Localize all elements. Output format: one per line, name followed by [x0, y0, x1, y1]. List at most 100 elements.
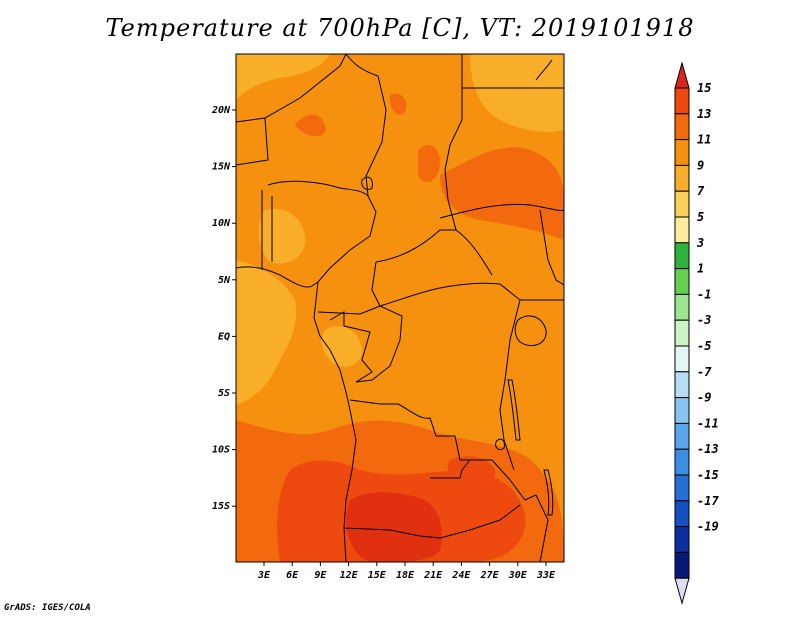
- colorbar-label: -7: [697, 365, 712, 379]
- lon-tick-label: 27E: [480, 570, 500, 581]
- colorbar-label: -5: [697, 339, 711, 353]
- colorbar: 15 13 11 9 7 5 3 1 -1 -3 -5 -7 -9 -11 -13 -15 -17 -19: [674, 61, 719, 606]
- lat-tick-label: 10S: [212, 445, 230, 456]
- field-cool-zone-atlantic: [236, 260, 296, 405]
- field-warm-patch-libya: [389, 93, 407, 115]
- lon-tick-label: 6E: [286, 570, 299, 581]
- colorbar-label: -3: [697, 313, 711, 327]
- colorbar-swatch: [674, 371, 690, 399]
- colorbar-swatch: [674, 293, 690, 321]
- colorbar-label: 15: [697, 81, 711, 95]
- border-car-drc: [379, 282, 521, 307]
- red-sea-coast: [535, 59, 553, 81]
- colorbar-top-arrow: [674, 61, 690, 89]
- colorbar-label: 5: [697, 210, 704, 224]
- colorbar-swatch: [674, 139, 690, 166]
- lon-tick-label: 18E: [396, 570, 415, 581]
- colorbar-label: 9: [697, 158, 704, 172]
- field-warm-patch-north: [295, 114, 326, 137]
- colorbar-swatch: [674, 87, 690, 115]
- border-congo-drc: [355, 305, 403, 383]
- colorbar-label: 3: [696, 236, 704, 250]
- lat-tick-label: 20N: [211, 105, 231, 116]
- field-warm-zone-northeast: [440, 147, 564, 240]
- border-east-inland: [539, 209, 564, 286]
- lon-tick-label: 33E: [536, 570, 556, 581]
- colorbar-label: -9: [697, 391, 711, 405]
- lat-tick-label: 5S: [218, 388, 230, 399]
- colorbar-swatch: [674, 319, 690, 347]
- coast-west-central: [313, 281, 357, 562]
- colorbar-label: -17: [697, 494, 719, 508]
- longitude-axis: 3E 6E 9E 12E 15E 18E 21E 24E 27E 30E 33E: [257, 562, 556, 581]
- border-nigeria-cameroon: [317, 195, 377, 283]
- field-cool-zone-gabon: [321, 326, 362, 367]
- colorbar-swatch: [674, 190, 690, 218]
- colorbar-label: 7: [697, 184, 705, 198]
- border-car-sudan: [455, 229, 493, 276]
- latitude-axis: 20N 15N 10N 5N EQ 5S 10S 15S: [211, 105, 236, 512]
- border-niger-chad: [365, 75, 387, 197]
- colorbar-label: 1: [697, 262, 704, 276]
- field-cool-zone-northeast: [470, 54, 564, 132]
- colorbar-label: -13: [697, 442, 719, 456]
- border-sudan-southsudan: [439, 203, 564, 219]
- lake-chad: [361, 176, 373, 191]
- lon-tick-label: 30E: [508, 570, 528, 581]
- field-warm-patch-sudan: [418, 145, 440, 183]
- field-hottest-core: [346, 492, 442, 562]
- border-cameroon-car: [371, 261, 381, 307]
- colorbar-swatch: [674, 397, 690, 424]
- lon-tick-label: 21E: [423, 570, 443, 581]
- lon-tick-label: 3E: [257, 570, 271, 581]
- colorbar-swatch: [674, 500, 690, 528]
- map-frame: [235, 53, 565, 563]
- colorbar-label: -11: [697, 416, 719, 430]
- lat-tick-label: 5N: [218, 275, 231, 286]
- field-hot-zone-eastpatch: [447, 456, 496, 488]
- border-chad-sudan: [444, 54, 463, 231]
- border-chad-car: [375, 229, 456, 263]
- border-niger-nigeria: [267, 180, 369, 197]
- colorbar-swatch: [674, 164, 690, 192]
- lat-tick-label: 15S: [212, 501, 230, 512]
- colorbar-swatch: [674, 345, 690, 373]
- temperature-field: [236, 54, 564, 562]
- colorbar-swatch: [674, 216, 690, 244]
- lon-tick-label: 24E: [451, 570, 471, 581]
- field-cool-zone-sahara: [236, 54, 330, 100]
- colorbar-swatch: [674, 474, 690, 502]
- colorbar-swatch: [674, 113, 690, 141]
- colorbar-swatch: [674, 268, 690, 295]
- grads-credit: GrADS: IGES/COLA: [4, 603, 91, 613]
- colorbar-label: -19: [697, 520, 719, 534]
- border-angola-namibia: [343, 527, 441, 539]
- lake-tanganyika: [507, 379, 521, 441]
- coast-gulf-of-guinea: [236, 266, 319, 288]
- colorbar-swatch: [674, 526, 690, 553]
- field-cool-zone-westafrica: [258, 208, 306, 264]
- border-mali-niger: [236, 117, 269, 166]
- colorbar-label: -1: [697, 287, 711, 301]
- lon-tick-label: 12E: [340, 570, 359, 581]
- colorbar-bottom-arrow: [674, 577, 690, 606]
- lake-malawi: [543, 469, 554, 516]
- colorbar-swatch: [674, 551, 690, 579]
- lake-mweru: [495, 438, 505, 451]
- colorbar-label: 13: [697, 107, 711, 121]
- lon-tick-label: 9E: [314, 570, 327, 581]
- lake-victoria: [514, 315, 547, 346]
- border-mozambique: [535, 494, 549, 562]
- colorbar-swatch: [674, 448, 690, 476]
- border-drc-east: [499, 299, 521, 471]
- lat-tick-label: 15N: [212, 162, 231, 173]
- colorbar-label: 11: [697, 133, 711, 147]
- lat-tick-label: EQ: [218, 331, 230, 342]
- border-gabon-congo: [329, 311, 373, 383]
- lon-tick-label: 15E: [368, 570, 387, 581]
- country-borders: [236, 54, 564, 562]
- border-algeria-niger: [236, 54, 347, 123]
- lat-tick-label: 10N: [212, 218, 231, 229]
- border-niger-libya: [345, 54, 379, 77]
